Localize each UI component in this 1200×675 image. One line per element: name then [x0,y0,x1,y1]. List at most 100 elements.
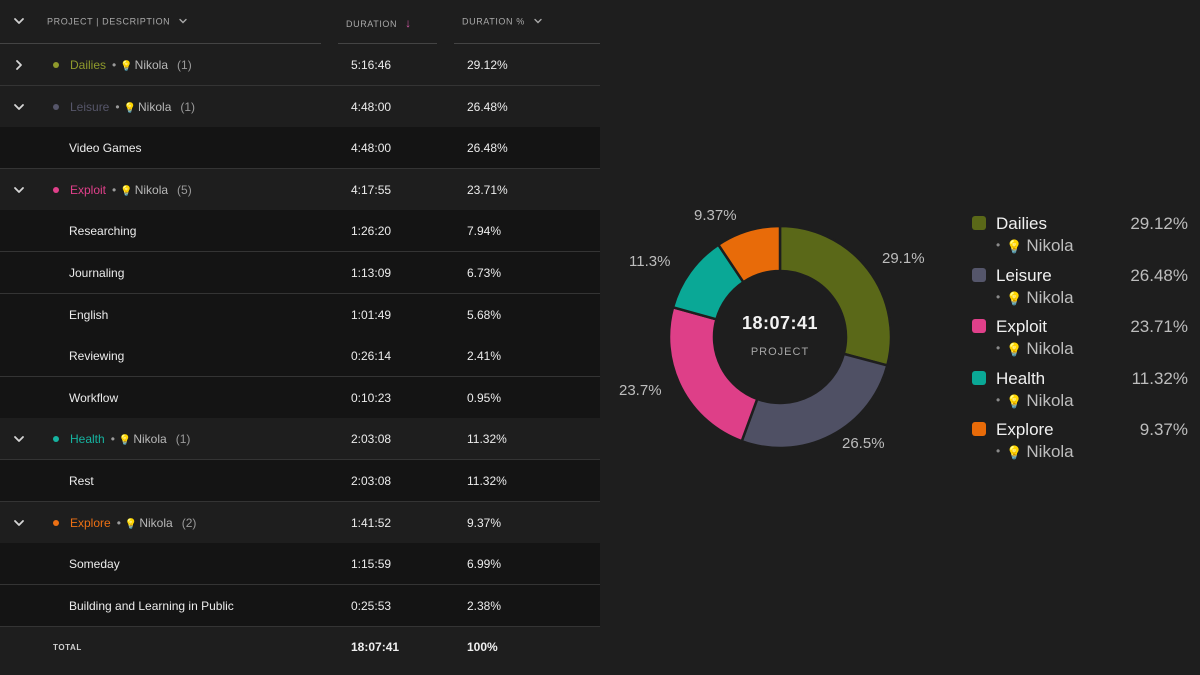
description-row[interactable]: English 1:01:49 5.68% [0,293,600,336]
chevron-down-icon [14,436,24,443]
lightbulb-icon: 💡 [120,185,133,197]
legend-project-name: Leisure [996,265,1052,285]
duration-percent-value: 2.38% [467,598,502,613]
legend-item-health[interactable]: Health 11.32% • 💡 Nikola [968,365,1198,417]
description-row[interactable]: Workflow 0:10:23 0.95% [0,376,600,419]
duration-percent-value: 9.37% [467,515,502,530]
description-row[interactable]: Researching 1:26:20 7.94% [0,210,600,253]
legend-client: • 💡 Nikola [996,288,1074,308]
legend-project-name: Explore [996,420,1054,439]
legend-project-name: Exploit [996,317,1048,336]
description-name: Reviewing [69,349,125,364]
header-divider [454,43,600,44]
legend-client: • 💡 Nikola [996,442,1074,462]
description-row[interactable]: Video Games 4:48:00 26.48% [0,127,600,170]
separator-dot: • [996,238,1001,252]
collapse-toggle[interactable] [13,184,25,199]
project-label: Dailies • 💡 Nikola (1) [70,58,192,72]
project-row[interactable]: Health • 💡 Nikola (1) 2:03:08 11.32% [0,418,600,461]
legend-swatch [972,370,986,385]
donut-total-value: 18:07:41 [741,313,819,333]
lightbulb-icon: 💡 [124,518,138,530]
legend-percent: 11.32% [1131,368,1188,388]
duration-percent-value: 11.32% [467,432,507,447]
project-name: Explore [70,515,111,530]
duration-percent-value: 6.99% [467,557,502,572]
legend-swatch [972,422,986,436]
duration-percent-value: 11.32% [467,474,507,488]
column-header-project[interactable]: PROJECT | DESCRIPTION [47,16,188,28]
legend-swatch [972,216,986,230]
legend-percent: 23.71% [1130,317,1188,336]
description-name: Rest [69,474,94,488]
duration-value: 4:48:00 [351,99,392,114]
legend-client: • 💡 Nikola [996,236,1074,256]
donut-center-label: PROJECT [750,346,810,358]
description-row[interactable]: Someday 1:15:59 6.99% [0,543,600,586]
project-color-dot [53,62,59,68]
description-name: Researching [69,224,137,239]
duration-value: 0:25:53 [351,598,392,613]
duration-value: 2:03:08 [351,474,392,488]
project-row[interactable]: Explore • 💡 Nikola (2) 1:41:52 9.37% [0,501,600,544]
separator-dot: • [110,432,115,447]
header-divider [0,43,321,44]
description-name: Someday [69,557,120,572]
description-row[interactable]: Reviewing 0:26:14 2.41% [0,335,600,378]
legend-item-leisure[interactable]: Leisure 26.48% • 💡 Nikola [968,262,1198,314]
project-row[interactable]: Exploit • 💡 Nikola (5) 4:17:55 23.71% [0,168,600,211]
project-name: Dailies [70,58,107,72]
project-row[interactable]: Dailies • 💡 Nikola (1) 5:16:46 29.12% [0,44,600,86]
slice-percent-label-dailies: 29.1% [882,250,925,267]
lightbulb-icon: 💡 [1006,393,1023,409]
duration-percent-value: 6.73% [467,266,502,280]
entry-count: (1) [175,432,191,447]
separator-dot: • [996,289,1001,304]
client-name: Nikola [139,515,173,530]
expand-toggle[interactable] [13,59,25,74]
column-header-duration-percent[interactable]: DURATION % [462,16,543,28]
duration-percent-value: 2.41% [467,349,502,364]
lightbulb-icon: 💡 [118,435,132,447]
legend-item-dailies[interactable]: Dailies 29.12% • 💡 Nikola [968,210,1198,262]
description-name: Journaling [69,266,125,280]
separator-dot: • [115,99,120,114]
legend-project-name: Health [996,368,1046,388]
donut-slice-dailies[interactable] [778,224,893,367]
donut-slice-leisure[interactable] [740,352,889,450]
description-row[interactable]: Rest 2:03:08 11.32% [0,460,600,502]
description-name: Building and Learning in Public [69,598,234,613]
chevron-down-icon [14,18,24,24]
description-row[interactable]: Journaling 1:13:09 6.73% [0,252,600,294]
legend-client-name: Nikola [1026,442,1074,461]
description-name: Workflow [69,390,119,405]
lightbulb-icon: 💡 [123,102,137,114]
project-color-dot [53,436,59,443]
total-label: TOTAL [53,643,82,652]
donut-svg: 29.1% 26.5% 23.7% 11.3% 9.37% [619,207,925,452]
project-color-dot [53,519,59,526]
header-divider [338,43,437,44]
project-row[interactable]: Leisure • 💡 Nikola (1) 4:48:00 26.48% [0,85,600,128]
collapse-toggle[interactable] [13,433,25,448]
chevron-down-icon [14,103,24,110]
legend-client-name: Nikola [1026,339,1074,358]
chevron-down-icon [178,16,188,28]
project-label: Leisure • 💡 Nikola (1) [70,100,195,114]
legend-item-exploit[interactable]: Exploit 23.71% • 💡 Nikola [968,313,1198,365]
collapse-all-toggle[interactable] [13,14,25,32]
lightbulb-icon: 💡 [1006,342,1023,357]
description-row[interactable]: Building and Learning in Public 0:25:53 2.… [0,584,600,627]
collapse-toggle[interactable] [13,517,25,532]
total-percent: 100% [467,640,498,654]
donut-slice-explore[interactable] [717,224,782,284]
duration-value: 1:15:59 [351,557,392,572]
column-header-duration[interactable]: DURATION ↓ [346,16,412,30]
legend-percent: 29.12% [1130,214,1188,233]
duration-value: 4:48:00 [351,141,392,156]
collapse-toggle[interactable] [13,101,25,116]
slice-percent-label-health: 11.3% [629,253,670,270]
project-name: Leisure [70,99,110,114]
legend-item-explore[interactable]: Explore 9.37% • 💡 Nikola [968,416,1198,468]
lightbulb-icon: 💡 [1006,290,1023,306]
